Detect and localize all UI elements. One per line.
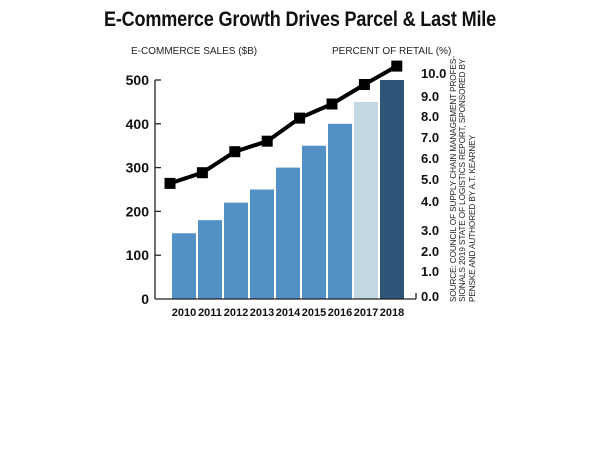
bar-2014 bbox=[276, 167, 300, 299]
x-tick-label: 2011 bbox=[198, 307, 222, 319]
line-marker-2 bbox=[196, 167, 208, 179]
line-marker-5 bbox=[294, 112, 306, 124]
x-tick-label: 2014 bbox=[276, 307, 301, 319]
right-tick-label: 1.0 bbox=[421, 264, 439, 279]
bar-2018 bbox=[380, 80, 404, 299]
x-tick-label: 2017 bbox=[354, 307, 378, 319]
x-tick-label: 2013 bbox=[250, 307, 274, 319]
left-tick-label: 500 bbox=[126, 72, 150, 88]
line-layer bbox=[164, 60, 403, 189]
right-tick-label: 2.0 bbox=[421, 244, 439, 259]
bar-2012 bbox=[224, 202, 248, 299]
line-marker-1 bbox=[164, 177, 176, 189]
line-marker-7 bbox=[358, 79, 370, 90]
right-tick-label: 8.0 bbox=[421, 109, 439, 124]
left-tick-label: 300 bbox=[126, 160, 150, 176]
left-tick-label: 0 bbox=[141, 291, 149, 307]
x-tick-label: 2012 bbox=[224, 307, 248, 319]
bar-2011 bbox=[198, 220, 222, 299]
bar-2016 bbox=[328, 123, 352, 299]
axes-layer bbox=[154, 79, 417, 300]
right-tick-label: 0.0 bbox=[421, 289, 439, 304]
line-marker-4 bbox=[261, 135, 273, 147]
right-tick-label: 7.0 bbox=[421, 130, 439, 145]
right-tick-label: 9.0 bbox=[421, 89, 439, 104]
right-tick-label: 6.0 bbox=[421, 151, 439, 166]
line-marker-3 bbox=[229, 146, 241, 158]
left-axis-title: E-COMMERCE SALES ($B) bbox=[131, 46, 258, 57]
bars-layer bbox=[172, 80, 404, 300]
left-tick-label: 400 bbox=[126, 116, 150, 132]
chart-title: E-Commerce Growth Drives Parcel & Last M… bbox=[103, 8, 497, 31]
left-tick-label: 100 bbox=[126, 247, 150, 263]
x-tick-label: 2015 bbox=[302, 307, 326, 319]
right-tick-label: 10.0 bbox=[421, 66, 446, 81]
right-tick-label: 4.0 bbox=[421, 194, 439, 209]
labels-layer: 0 100 200 300 400 500 0.0 1.0 2.0 3.0 4.0 5.0 6.0 7.0… bbox=[126, 66, 447, 319]
right-tick-label: 5.0 bbox=[421, 172, 439, 187]
right-axis-title: PERCENT OF RETAIL (%) bbox=[332, 46, 452, 57]
x-tick-label: 2016 bbox=[328, 307, 352, 319]
left-tick-label: 200 bbox=[126, 203, 150, 219]
bar-2010 bbox=[172, 233, 196, 299]
right-tick-label: 3.0 bbox=[421, 223, 439, 238]
line-marker-6 bbox=[326, 98, 338, 110]
x-tick-label: 2010 bbox=[172, 307, 196, 319]
bar-2013 bbox=[250, 189, 274, 299]
bar-2015 bbox=[302, 145, 326, 299]
x-tick-label: 2018 bbox=[380, 307, 404, 319]
bar-2017 bbox=[354, 101, 378, 300]
line-marker-8 bbox=[391, 60, 403, 72]
